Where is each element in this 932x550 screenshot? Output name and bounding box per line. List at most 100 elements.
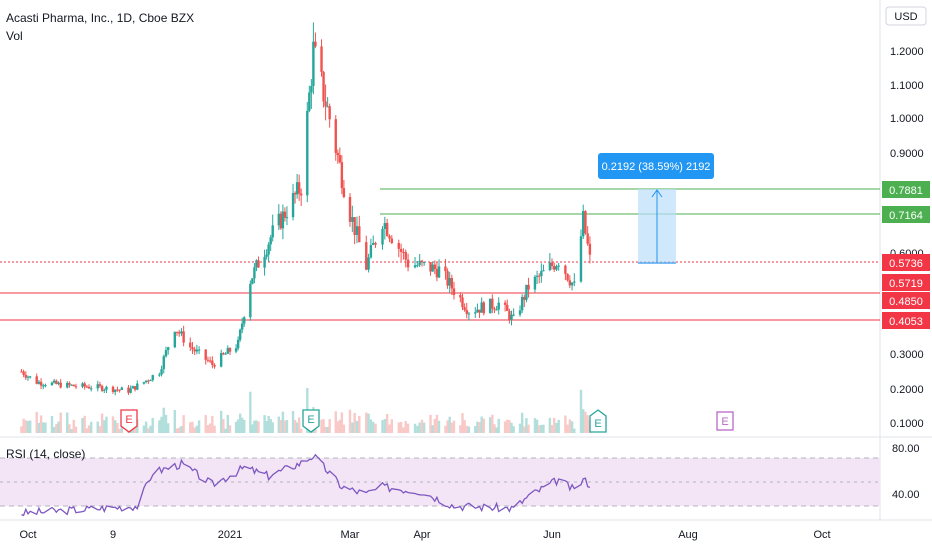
earnings-marker-3[interactable]: E <box>589 409 607 433</box>
volume-bar <box>573 428 576 433</box>
candle <box>55 379 58 385</box>
candle <box>478 309 481 318</box>
volume-bar <box>564 415 567 433</box>
volume-bar <box>98 426 102 433</box>
volume-bar <box>520 412 524 433</box>
candle <box>429 262 432 276</box>
volume-bar <box>191 421 194 433</box>
volume-bar <box>59 412 62 433</box>
candle <box>213 363 216 369</box>
time-tick: Apr <box>413 529 430 541</box>
volume-label[interactable]: Vol <box>6 29 23 43</box>
rsi-axis[interactable]: 80.00 40.00 <box>892 443 920 501</box>
rsi-label[interactable]: RSI (14, close) <box>6 447 86 461</box>
rsi-tick: 40.00 <box>892 489 920 501</box>
price-axis[interactable]: 1.2000 1.1000 1.0000 0.9000 0.6000 0.300… <box>890 46 924 430</box>
currency-badge[interactable] <box>885 6 927 26</box>
candle <box>353 217 356 245</box>
volume-bar <box>39 415 43 433</box>
candle <box>180 328 183 337</box>
level-label-0.4850: 0.4850 <box>882 292 930 309</box>
candle <box>512 308 515 317</box>
candle <box>22 369 25 378</box>
candle <box>314 32 317 49</box>
candle <box>277 204 281 231</box>
candle <box>142 381 146 385</box>
candle <box>533 274 537 293</box>
volume-bar <box>388 424 391 433</box>
candle <box>70 384 73 386</box>
candle <box>133 386 137 392</box>
time-tick: Mar <box>341 529 360 541</box>
rsi-line <box>21 453 591 517</box>
candle <box>173 331 177 349</box>
volume-bar <box>566 424 569 433</box>
candle <box>388 234 391 243</box>
volume-bar <box>459 425 462 433</box>
candle <box>342 179 346 199</box>
candle <box>87 384 91 389</box>
earnings-marker-1[interactable]: E <box>120 409 138 433</box>
time-tick: Oct <box>19 529 36 541</box>
candle <box>85 384 89 388</box>
time-tick: 2021 <box>218 529 242 541</box>
candle <box>178 329 181 337</box>
volume-bar <box>175 428 179 433</box>
candle <box>151 374 154 382</box>
candle <box>310 79 313 109</box>
candle <box>28 376 32 379</box>
volume-bar <box>420 419 424 433</box>
level-value: 0.5719 <box>889 278 923 290</box>
volume-bar <box>336 421 339 433</box>
candle <box>535 270 539 285</box>
candle <box>136 380 139 391</box>
candle <box>118 389 121 393</box>
volume-bar <box>283 420 287 433</box>
candle <box>568 275 572 289</box>
volume-bar <box>353 412 356 433</box>
earnings-marker-2[interactable]: E <box>302 409 320 433</box>
volume-bar <box>369 419 373 433</box>
symbol-title[interactable]: Acasti Pharma, Inc., 1D, Cboe BZX <box>6 11 195 25</box>
volume-bar <box>151 417 154 433</box>
volume-bar <box>118 428 121 433</box>
candle <box>111 385 115 394</box>
candle <box>510 310 513 326</box>
candle <box>383 216 387 240</box>
volume-bar <box>253 420 256 433</box>
candle <box>573 273 576 287</box>
candle <box>420 259 424 267</box>
candle <box>257 256 260 268</box>
candle <box>66 381 69 389</box>
volume-bars <box>20 388 592 433</box>
volume-bar <box>195 425 199 433</box>
volume-bar <box>291 410 295 433</box>
candle <box>444 258 447 280</box>
volume-bar <box>404 421 407 433</box>
earnings-letter: E <box>721 416 728 428</box>
candle <box>195 344 199 355</box>
volume-bar <box>518 423 522 433</box>
time-axis[interactable]: Oct 9 2021 Mar Apr Jun Aug Oct <box>19 529 830 541</box>
volume-bar <box>277 416 281 433</box>
candle <box>328 103 331 128</box>
candle <box>306 101 309 203</box>
volume-bar <box>365 412 368 433</box>
price-tick: 1.2000 <box>890 46 924 58</box>
earnings-marker-4[interactable]: E <box>716 411 734 431</box>
candle <box>448 271 451 293</box>
candle <box>437 259 441 279</box>
level-value: 0.7881 <box>889 185 923 197</box>
candle <box>406 253 410 272</box>
level-label-0.7881: 0.7881 <box>882 181 930 198</box>
candle <box>476 303 479 313</box>
candle <box>144 380 148 384</box>
candle <box>523 294 526 308</box>
candle <box>358 215 361 243</box>
volume-bar <box>495 427 498 433</box>
volume-bar <box>390 419 394 433</box>
volume-bar <box>103 420 106 433</box>
earnings-letter: E <box>594 418 601 430</box>
volume-bar <box>243 419 246 433</box>
